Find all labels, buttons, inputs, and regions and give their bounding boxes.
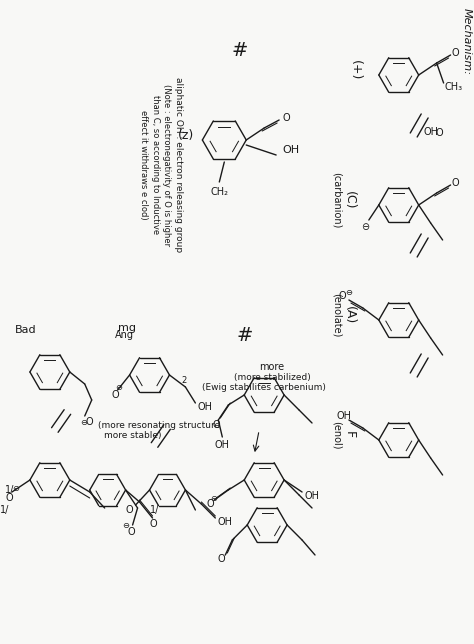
- Text: Ang: Ang: [115, 330, 134, 340]
- Text: more stable): more stable): [104, 430, 161, 439]
- Text: O: O: [6, 493, 14, 503]
- Text: ⊖: ⊖: [80, 417, 87, 426]
- Text: than C, so according to Inductive: than C, so according to Inductive: [151, 95, 160, 234]
- Text: O: O: [212, 420, 220, 430]
- Text: OH: OH: [304, 491, 319, 501]
- Text: mg: mg: [118, 323, 136, 333]
- Text: O: O: [206, 499, 214, 509]
- Text: (enol): (enol): [332, 421, 342, 450]
- Text: O: O: [112, 390, 119, 400]
- Text: O: O: [126, 505, 133, 515]
- Text: OH: OH: [282, 145, 299, 155]
- Text: O: O: [452, 48, 459, 58]
- Text: CH₃: CH₃: [445, 82, 463, 92]
- Text: ⊖: ⊖: [361, 222, 369, 232]
- Text: O: O: [452, 178, 459, 188]
- Text: OH: OH: [424, 127, 438, 137]
- Text: O: O: [436, 128, 443, 138]
- Text: (A): (A): [342, 306, 356, 324]
- Text: CH₂: CH₂: [210, 187, 228, 197]
- Text: 1/: 1/: [5, 485, 14, 495]
- Text: O: O: [339, 291, 346, 301]
- Text: (more stabilized): (more stabilized): [234, 372, 310, 381]
- Text: #: #: [231, 41, 247, 59]
- Text: ⊖: ⊖: [116, 383, 123, 392]
- Text: 1/: 1/: [149, 505, 159, 515]
- Text: (carbanion): (carbanion): [332, 172, 342, 228]
- Text: ⊖: ⊖: [12, 484, 19, 493]
- Text: (Ewig stabilites carbenium): (Ewig stabilites carbenium): [202, 383, 326, 392]
- Text: #: #: [236, 325, 253, 345]
- Text: more: more: [260, 362, 285, 372]
- Text: Mechanism:: Mechanism:: [462, 8, 472, 75]
- Text: effect it withdraws e clod): effect it withdraws e clod): [138, 110, 147, 220]
- Text: O: O: [282, 113, 290, 123]
- Text: O: O: [128, 527, 135, 537]
- Text: O: O: [149, 519, 157, 529]
- Text: OH: OH: [214, 440, 229, 450]
- Text: 1/: 1/: [0, 505, 9, 515]
- Text: Bad: Bad: [15, 325, 36, 335]
- Text: O: O: [86, 417, 93, 427]
- Text: (+): (+): [348, 60, 361, 80]
- Text: OH: OH: [217, 517, 232, 527]
- Text: ⊖: ⊖: [123, 522, 129, 531]
- Text: (Note : electronegativity of O is higher: (Note : electronegativity of O is higher: [163, 84, 172, 246]
- Text: (C): (C): [342, 191, 356, 209]
- Text: OH: OH: [337, 411, 352, 421]
- Text: (more resonating structure: (more resonating structure: [98, 421, 220, 430]
- Text: OH: OH: [197, 402, 212, 412]
- Text: ⊖: ⊖: [210, 493, 218, 502]
- Text: F: F: [342, 431, 356, 439]
- Text: (z): (z): [178, 129, 194, 142]
- Text: (enolate): (enolate): [332, 293, 342, 337]
- Text: ⊖: ⊖: [345, 287, 352, 296]
- Text: 2: 2: [182, 375, 187, 384]
- Text: aliphatic OH : electron releasing group: aliphatic OH : electron releasing group: [174, 77, 183, 252]
- Text: O: O: [217, 554, 225, 564]
